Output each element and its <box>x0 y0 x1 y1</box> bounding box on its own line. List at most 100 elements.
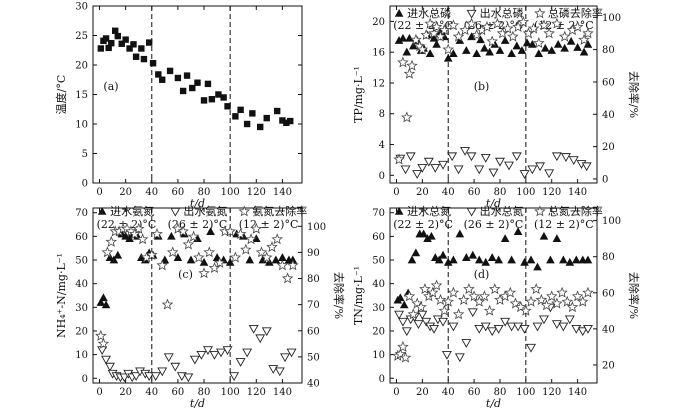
data-point <box>105 44 112 52</box>
data-point <box>398 33 408 42</box>
y2-tick-label: 50 <box>307 352 320 363</box>
legend-marker <box>170 207 181 217</box>
legend-label: 氨氮去除率 <box>252 204 307 218</box>
data-point <box>512 41 522 50</box>
data-point <box>140 55 148 63</box>
y2-tick-label: 80 <box>602 252 615 263</box>
data-point <box>478 290 491 302</box>
data-point <box>280 353 290 363</box>
data-point <box>500 36 510 44</box>
y-tick-label: 70 <box>75 208 88 219</box>
data-point <box>96 298 106 306</box>
data-point <box>156 259 169 271</box>
data-point <box>229 251 242 263</box>
legend-label: 出水氨氮 <box>183 204 227 218</box>
x-tick-label: 140 <box>568 387 587 398</box>
data-point <box>203 246 216 258</box>
y2-tick-label: 20 <box>602 360 615 371</box>
data-point <box>430 20 443 32</box>
legend-marker <box>238 205 251 217</box>
data-point <box>443 53 453 62</box>
data-point <box>559 255 568 264</box>
data-point <box>109 255 119 264</box>
data-point <box>145 39 153 46</box>
data-point <box>461 339 472 348</box>
data-point <box>556 286 568 298</box>
data-point <box>193 251 205 263</box>
data-point <box>101 355 112 365</box>
data-point <box>558 322 569 332</box>
data-point <box>535 293 548 305</box>
y2-tick-label: 40 <box>602 324 615 335</box>
data-point <box>495 46 505 54</box>
legend-label: 进水总氮 <box>407 204 451 218</box>
data-point <box>430 163 441 173</box>
data-point <box>483 304 496 316</box>
data-point <box>532 322 543 332</box>
legend-marker <box>394 207 404 215</box>
y-axis-title: TN/mg·L⁻¹ <box>352 266 365 325</box>
data-point <box>271 255 281 264</box>
data-point <box>558 30 571 42</box>
x-tick-label: 60 <box>172 187 185 198</box>
plot-frame <box>389 207 598 384</box>
data-point <box>215 91 222 98</box>
data-point <box>412 170 423 179</box>
data-point <box>507 255 516 264</box>
data-point <box>189 355 200 365</box>
data-point <box>396 293 405 302</box>
condition-label: (12 ± 2)°C <box>239 218 299 231</box>
plot-frame <box>92 207 303 384</box>
data-point <box>112 27 119 34</box>
y-tick-label: 30 <box>372 303 385 314</box>
data-point <box>527 22 540 34</box>
data-point <box>527 165 538 175</box>
data-point <box>427 231 436 240</box>
data-point <box>467 308 478 318</box>
data-point <box>504 161 514 171</box>
data-point <box>583 39 593 48</box>
data-point <box>572 255 581 264</box>
data-point <box>504 286 517 298</box>
data-point <box>271 233 283 245</box>
data-point <box>532 37 545 49</box>
data-point <box>481 20 493 32</box>
data-point <box>401 327 412 337</box>
y-axis-title: TP/mg·L⁻¹ <box>352 66 365 123</box>
y-tick-label: 0 <box>379 171 385 182</box>
x-axis-title: t/d <box>486 397 501 408</box>
data-point <box>560 43 569 52</box>
y-tick-label: 16 <box>372 48 385 59</box>
data-point <box>196 350 207 360</box>
data-point <box>424 17 436 29</box>
x-tick-label: 20 <box>416 387 429 398</box>
data-point <box>426 286 439 298</box>
x-tick-label: 0 <box>96 187 102 198</box>
data-point <box>416 43 429 55</box>
data-point <box>582 324 593 334</box>
x-tick-label: 80 <box>198 387 211 398</box>
data-point <box>266 241 278 253</box>
data-point <box>544 169 555 179</box>
legend-label: 进水氨氮 <box>110 204 154 218</box>
panel-tp: 0 20 40 60 80 100 120 140 0 4 8 12 16 20 0 20 40 60 80 100 T… <box>352 5 641 210</box>
data-point <box>561 295 574 307</box>
data-point <box>99 293 108 302</box>
data-point <box>568 156 579 166</box>
y-tick-label: 10 <box>75 350 88 361</box>
panel-label: (b) <box>474 80 490 93</box>
data-point <box>179 87 187 95</box>
data-point <box>560 153 571 162</box>
y-tick-label: 50 <box>372 256 385 267</box>
data-point <box>582 286 594 298</box>
x-axis-title: t/d <box>190 197 205 210</box>
data-point <box>443 257 453 266</box>
data-point <box>438 304 451 316</box>
series-出水氨氮 <box>97 324 297 383</box>
data-point <box>429 324 439 334</box>
data-point <box>473 295 485 307</box>
data-point <box>448 322 459 332</box>
x-tick-label: 0 <box>393 187 399 198</box>
data-point <box>449 255 458 264</box>
